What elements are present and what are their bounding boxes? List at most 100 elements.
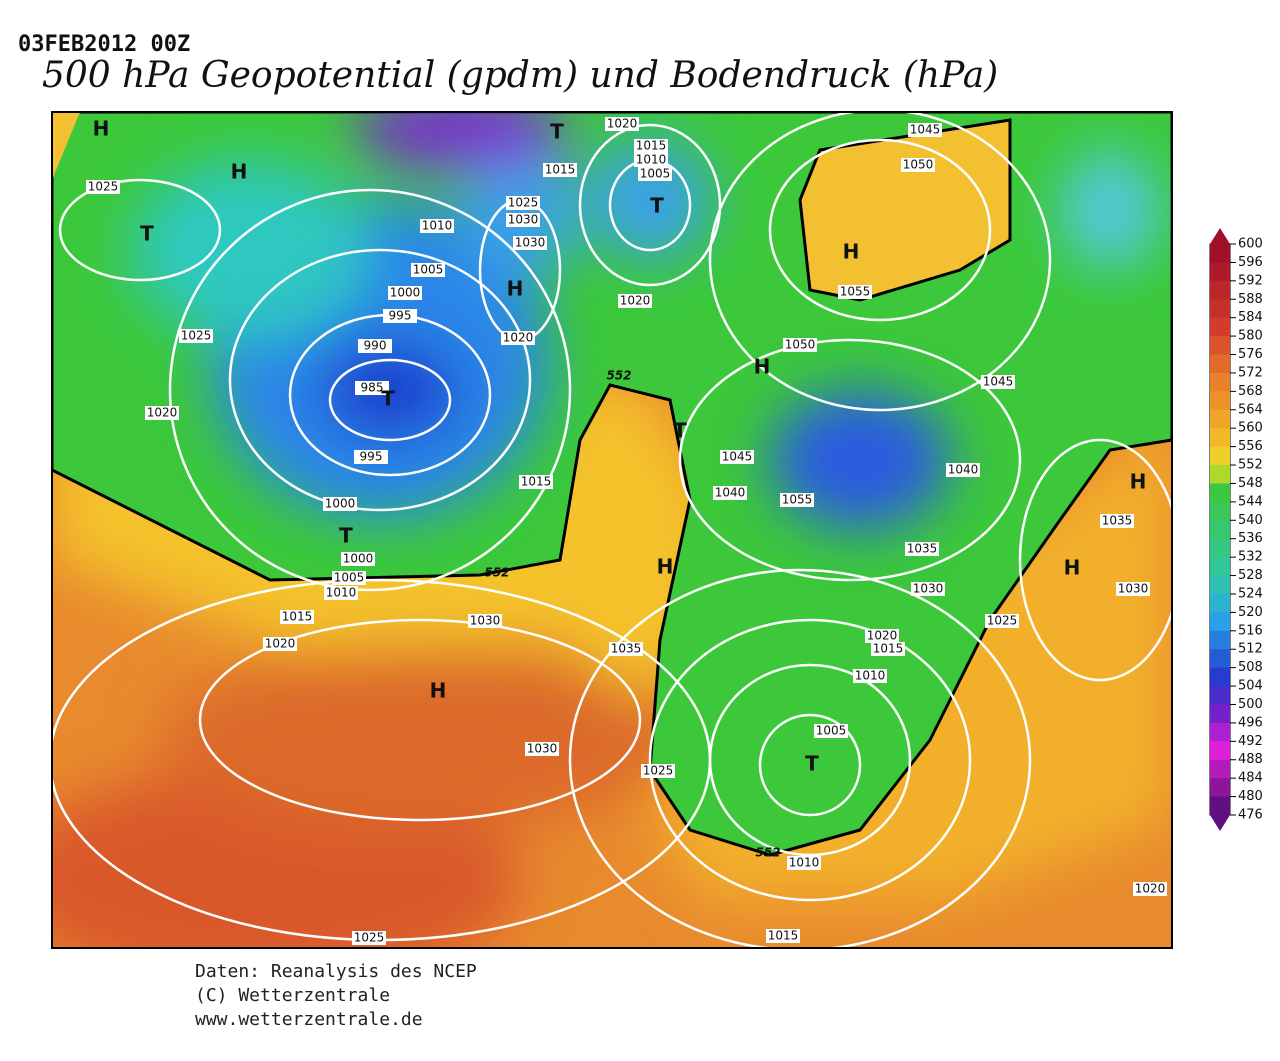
- label-bg: [1116, 582, 1150, 596]
- pressure-center: T: [381, 387, 395, 411]
- isobar-label: 1015: [545, 163, 576, 177]
- colorbar-segment: [1210, 667, 1230, 687]
- colorbar-cap: [1210, 815, 1230, 831]
- footer-line: (C) Wetterzentrale: [195, 985, 390, 1006]
- label-bg: [145, 406, 179, 420]
- label-bg: [519, 475, 553, 489]
- colorbar-segment: [1210, 575, 1230, 595]
- isobar-label: 1005: [413, 263, 444, 277]
- isobar-label: 1050: [785, 338, 816, 352]
- pressure-center: T: [550, 120, 564, 144]
- colorbar-tick-label: 532: [1238, 550, 1263, 565]
- label-bg: [605, 117, 639, 131]
- label-bg: [388, 286, 422, 300]
- colorbar-segment: [1210, 501, 1230, 521]
- label-bg: [901, 158, 935, 172]
- isobar-label: 1010: [636, 153, 667, 167]
- isobar-label: 1000: [343, 552, 374, 566]
- isobar-label: 1055: [782, 493, 813, 507]
- colorbar-segment: [1210, 722, 1230, 742]
- colorbar-tick-label: 592: [1238, 273, 1263, 288]
- label-bg: [506, 213, 540, 227]
- label-bg: [638, 167, 672, 181]
- label-bg: [780, 493, 814, 507]
- label-bg: [280, 610, 314, 624]
- pressure-center: T: [673, 419, 687, 443]
- label-bg: [332, 571, 366, 585]
- colorbar-segment: [1210, 446, 1230, 466]
- pressure-center: H: [754, 355, 771, 379]
- isobar-label: 995: [389, 309, 412, 323]
- contour-label: 552: [606, 369, 631, 383]
- colorbar-segment: [1210, 686, 1230, 705]
- isobar-label: 1020: [1135, 882, 1166, 896]
- colorbar-tick-label: 552: [1238, 458, 1263, 473]
- label-bg: [355, 381, 389, 395]
- label-bg: [814, 724, 848, 738]
- isobar-label: 1035: [907, 542, 938, 556]
- label-bg: [1133, 882, 1167, 896]
- isobar-label: 1025: [508, 196, 539, 210]
- colorbar-tick-label: 584: [1238, 310, 1263, 325]
- isobar-label: 1015: [282, 610, 313, 624]
- isobar-label: 1015: [636, 139, 667, 153]
- colorbar-segment: [1210, 520, 1230, 540]
- label-bg: [513, 236, 547, 250]
- colorbar-cap: [1210, 228, 1230, 244]
- colorbar-tick-label: 576: [1238, 347, 1263, 362]
- isobar-label: 1020: [607, 117, 638, 131]
- colorbar-segment: [1210, 483, 1230, 503]
- label-bg: [720, 450, 754, 464]
- colorbar-segment: [1210, 372, 1230, 392]
- isobar-label: 1020: [147, 406, 178, 420]
- isobar-label: 1010: [422, 219, 453, 233]
- isobar-label: 1020: [867, 629, 898, 643]
- colorbar-segment: [1210, 796, 1230, 816]
- label-bg: [865, 629, 899, 643]
- colorbar-segment: [1210, 391, 1230, 411]
- isobar-label: 1005: [640, 167, 671, 181]
- pressure-center: H: [507, 277, 524, 301]
- map-title: 500 hPa Geopotential (gpdm) und Bodendru…: [42, 55, 998, 96]
- map-date: 03FEB2012 00Z: [18, 32, 190, 57]
- label-bg: [179, 329, 213, 343]
- colorbar-segment: [1210, 649, 1230, 669]
- isobar-label: 1015: [768, 929, 799, 943]
- label-bg: [871, 642, 905, 656]
- isobar-label: 1010: [789, 856, 820, 870]
- pressure-center: T: [339, 524, 353, 548]
- colorbar-tick-label: 544: [1238, 494, 1263, 509]
- isobar-label: 1005: [334, 571, 365, 585]
- label-bg: [420, 219, 454, 233]
- colorbar-tick-label: 492: [1238, 734, 1263, 749]
- colorbar-segment: [1210, 630, 1230, 650]
- label-bg: [618, 294, 652, 308]
- isobar-label: 1030: [508, 213, 539, 227]
- isobar-label: 1010: [326, 586, 357, 600]
- colorbar-tick-label: 572: [1238, 365, 1263, 380]
- isobar-label: 1025: [88, 180, 119, 194]
- label-bg: [853, 669, 887, 683]
- label-bg: [411, 263, 445, 277]
- colorbar-tick-label: 476: [1238, 808, 1263, 823]
- pressure-center: H: [430, 679, 447, 703]
- colorbar-tick-label: 524: [1238, 586, 1263, 601]
- colorbar-tick-label: 600: [1238, 237, 1263, 252]
- colorbar-tick-label: 484: [1238, 771, 1263, 786]
- label-bg: [263, 637, 297, 651]
- contour-label: 552: [755, 846, 780, 860]
- colorbar-segment: [1210, 759, 1230, 779]
- isobar-label: 1040: [715, 486, 746, 500]
- colorbar-segment: [1210, 409, 1230, 429]
- isobar-label: 1030: [470, 614, 501, 628]
- label-bg: [86, 180, 120, 194]
- colorbar-tick-label: 520: [1238, 605, 1263, 620]
- colorbar-tick-label: 508: [1238, 660, 1263, 675]
- isobar-label: 1055: [840, 285, 871, 299]
- colorbar-segment: [1210, 465, 1230, 484]
- label-bg: [838, 285, 872, 299]
- label-bg: [609, 642, 643, 656]
- label-bg: [323, 497, 357, 511]
